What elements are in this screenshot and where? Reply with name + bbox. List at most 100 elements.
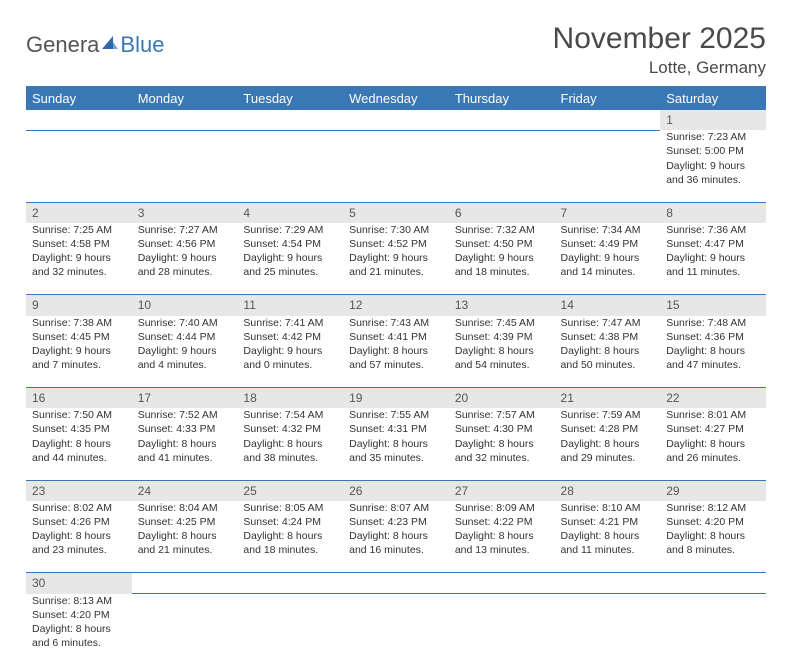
day-sunrise: Sunrise: 7:48 AM [666, 316, 760, 330]
day-day2: and 41 minutes. [138, 451, 232, 465]
logo-text-2: Blue [120, 32, 164, 58]
day-number-cell [237, 110, 343, 130]
day-cell: Sunrise: 7:34 AMSunset: 4:49 PMDaylight:… [555, 223, 661, 295]
day-sunrise: Sunrise: 8:13 AM [32, 594, 126, 608]
day-day1: Daylight: 8 hours [455, 344, 549, 358]
day-day2: and 18 minutes. [243, 543, 337, 557]
day-number-cell [555, 573, 661, 594]
day-cell: Sunrise: 8:01 AMSunset: 4:27 PMDaylight:… [660, 408, 766, 480]
week-row: Sunrise: 7:23 AMSunset: 5:00 PMDaylight:… [26, 130, 766, 202]
day-number-cell: 27 [449, 480, 555, 501]
day-sunrise: Sunrise: 7:36 AM [666, 223, 760, 237]
day-day2: and 54 minutes. [455, 358, 549, 372]
day-sunset: Sunset: 4:28 PM [561, 422, 655, 436]
day-day1: Daylight: 9 hours [666, 159, 760, 173]
day-cell: Sunrise: 8:10 AMSunset: 4:21 PMDaylight:… [555, 501, 661, 573]
day-day2: and 36 minutes. [666, 173, 760, 187]
day-cell: Sunrise: 8:04 AMSunset: 4:25 PMDaylight:… [132, 501, 238, 573]
day-number-cell: 19 [343, 388, 449, 409]
day-number-cell: 15 [660, 295, 766, 316]
day-number-cell [132, 573, 238, 594]
day-cell: Sunrise: 8:05 AMSunset: 4:24 PMDaylight:… [237, 501, 343, 573]
day-sunset: Sunset: 4:52 PM [349, 237, 443, 251]
day-sunset: Sunset: 4:25 PM [138, 515, 232, 529]
col-friday: Friday [555, 86, 661, 110]
day-day1: Daylight: 8 hours [666, 529, 760, 543]
day-number-cell [132, 110, 238, 130]
day-number-cell: 20 [449, 388, 555, 409]
day-number-cell: 21 [555, 388, 661, 409]
day-day2: and 25 minutes. [243, 265, 337, 279]
day-cell: Sunrise: 8:07 AMSunset: 4:23 PMDaylight:… [343, 501, 449, 573]
day-cell: Sunrise: 8:09 AMSunset: 4:22 PMDaylight:… [449, 501, 555, 573]
day-day2: and 29 minutes. [561, 451, 655, 465]
day-day2: and 14 minutes. [561, 265, 655, 279]
day-number-cell: 5 [343, 202, 449, 223]
day-cell [555, 130, 661, 202]
day-day1: Daylight: 8 hours [349, 529, 443, 543]
day-day1: Daylight: 8 hours [243, 529, 337, 543]
day-sunrise: Sunrise: 7:59 AM [561, 408, 655, 422]
day-sunset: Sunset: 4:21 PM [561, 515, 655, 529]
daynum-row: 23242526272829 [26, 480, 766, 501]
day-day1: Daylight: 8 hours [349, 344, 443, 358]
day-cell: Sunrise: 7:38 AMSunset: 4:45 PMDaylight:… [26, 316, 132, 388]
day-sunset: Sunset: 4:27 PM [666, 422, 760, 436]
day-sunset: Sunset: 4:39 PM [455, 330, 549, 344]
day-cell [449, 130, 555, 202]
day-cell: Sunrise: 7:29 AMSunset: 4:54 PMDaylight:… [237, 223, 343, 295]
day-sunrise: Sunrise: 7:43 AM [349, 316, 443, 330]
day-sunrise: Sunrise: 8:05 AM [243, 501, 337, 515]
daynum-row: 9101112131415 [26, 295, 766, 316]
day-sunset: Sunset: 4:54 PM [243, 237, 337, 251]
day-number-cell: 7 [555, 202, 661, 223]
day-sunset: Sunset: 4:42 PM [243, 330, 337, 344]
week-row: Sunrise: 8:13 AMSunset: 4:20 PMDaylight:… [26, 594, 766, 666]
day-cell: Sunrise: 7:54 AMSunset: 4:32 PMDaylight:… [237, 408, 343, 480]
day-day1: Daylight: 8 hours [666, 437, 760, 451]
day-sunset: Sunset: 4:32 PM [243, 422, 337, 436]
day-number-cell [343, 110, 449, 130]
day-day1: Daylight: 9 hours [32, 344, 126, 358]
col-monday: Monday [132, 86, 238, 110]
day-day2: and 21 minutes. [349, 265, 443, 279]
day-day1: Daylight: 8 hours [243, 437, 337, 451]
day-day1: Daylight: 8 hours [32, 437, 126, 451]
day-number-cell: 13 [449, 295, 555, 316]
day-day2: and 4 minutes. [138, 358, 232, 372]
day-day1: Daylight: 8 hours [561, 529, 655, 543]
day-sunset: Sunset: 4:23 PM [349, 515, 443, 529]
day-day2: and 8 minutes. [666, 543, 760, 557]
day-sunrise: Sunrise: 7:29 AM [243, 223, 337, 237]
day-sunrise: Sunrise: 7:57 AM [455, 408, 549, 422]
day-sunset: Sunset: 4:31 PM [349, 422, 443, 436]
calendar-table: Sunday Monday Tuesday Wednesday Thursday… [26, 86, 766, 666]
day-sunrise: Sunrise: 8:01 AM [666, 408, 760, 422]
logo-sail-icon [101, 32, 119, 58]
day-sunrise: Sunrise: 7:45 AM [455, 316, 549, 330]
day-day1: Daylight: 9 hours [349, 251, 443, 265]
day-day1: Daylight: 9 hours [32, 251, 126, 265]
day-cell: Sunrise: 8:13 AMSunset: 4:20 PMDaylight:… [26, 594, 132, 666]
day-day2: and 35 minutes. [349, 451, 443, 465]
day-cell: Sunrise: 8:12 AMSunset: 4:20 PMDaylight:… [660, 501, 766, 573]
day-cell [343, 594, 449, 666]
day-number-cell: 3 [132, 202, 238, 223]
day-sunset: Sunset: 4:33 PM [138, 422, 232, 436]
day-day2: and 47 minutes. [666, 358, 760, 372]
day-sunrise: Sunrise: 7:50 AM [32, 408, 126, 422]
day-sunrise: Sunrise: 8:09 AM [455, 501, 549, 515]
day-cell: Sunrise: 8:02 AMSunset: 4:26 PMDaylight:… [26, 501, 132, 573]
day-sunrise: Sunrise: 8:07 AM [349, 501, 443, 515]
day-number-cell: 1 [660, 110, 766, 130]
day-day2: and 28 minutes. [138, 265, 232, 279]
day-cell: Sunrise: 7:48 AMSunset: 4:36 PMDaylight:… [660, 316, 766, 388]
day-sunrise: Sunrise: 7:38 AM [32, 316, 126, 330]
day-number-cell: 8 [660, 202, 766, 223]
day-sunset: Sunset: 4:41 PM [349, 330, 443, 344]
day-sunset: Sunset: 4:49 PM [561, 237, 655, 251]
day-sunrise: Sunrise: 8:10 AM [561, 501, 655, 515]
day-number-cell [26, 110, 132, 130]
day-day2: and 11 minutes. [561, 543, 655, 557]
day-number-cell: 4 [237, 202, 343, 223]
